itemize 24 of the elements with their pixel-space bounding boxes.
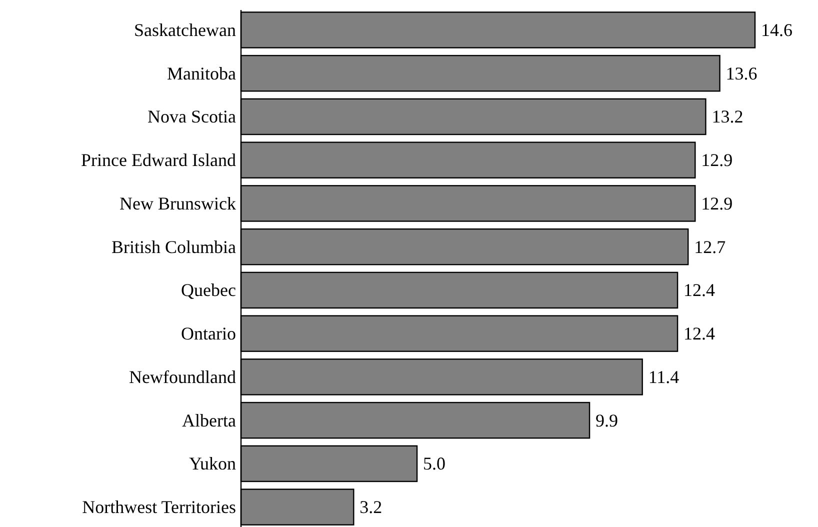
- y-tick-label: Saskatchewan: [134, 20, 236, 40]
- y-tick-label: Alberta: [182, 410, 236, 430]
- data-label: 11.4: [648, 366, 680, 387]
- data-label: 14.6: [761, 20, 792, 40]
- y-tick-label: Ontario: [181, 324, 236, 344]
- data-label: 5.0: [423, 454, 446, 474]
- y-tick-label: Nova Scotia: [148, 106, 236, 127]
- data-label: 12.4: [684, 324, 716, 344]
- y-tick-label: British Columbia: [111, 236, 236, 257]
- y-tick-label: Quebec: [181, 280, 236, 300]
- y-tick-label: Yukon: [188, 454, 236, 474]
- data-label: 9.9: [596, 410, 618, 430]
- y-tick-label: Manitoba: [167, 63, 236, 84]
- y-tick-label: Prince Edward Island: [81, 150, 236, 170]
- y-tick-label: Northwest Territories: [82, 497, 236, 518]
- data-label: 13.6: [726, 63, 758, 84]
- data-label: 3.2: [360, 497, 382, 518]
- data-label: 12.9: [701, 150, 733, 170]
- data-label: 12.9: [701, 193, 733, 214]
- data-label: 12.4: [684, 280, 716, 300]
- y-tick-label: Newfoundland: [129, 366, 236, 387]
- data-label: 12.7: [694, 236, 726, 257]
- y-tick-label: New Brunswick: [120, 193, 236, 214]
- data-label: 13.2: [712, 106, 744, 127]
